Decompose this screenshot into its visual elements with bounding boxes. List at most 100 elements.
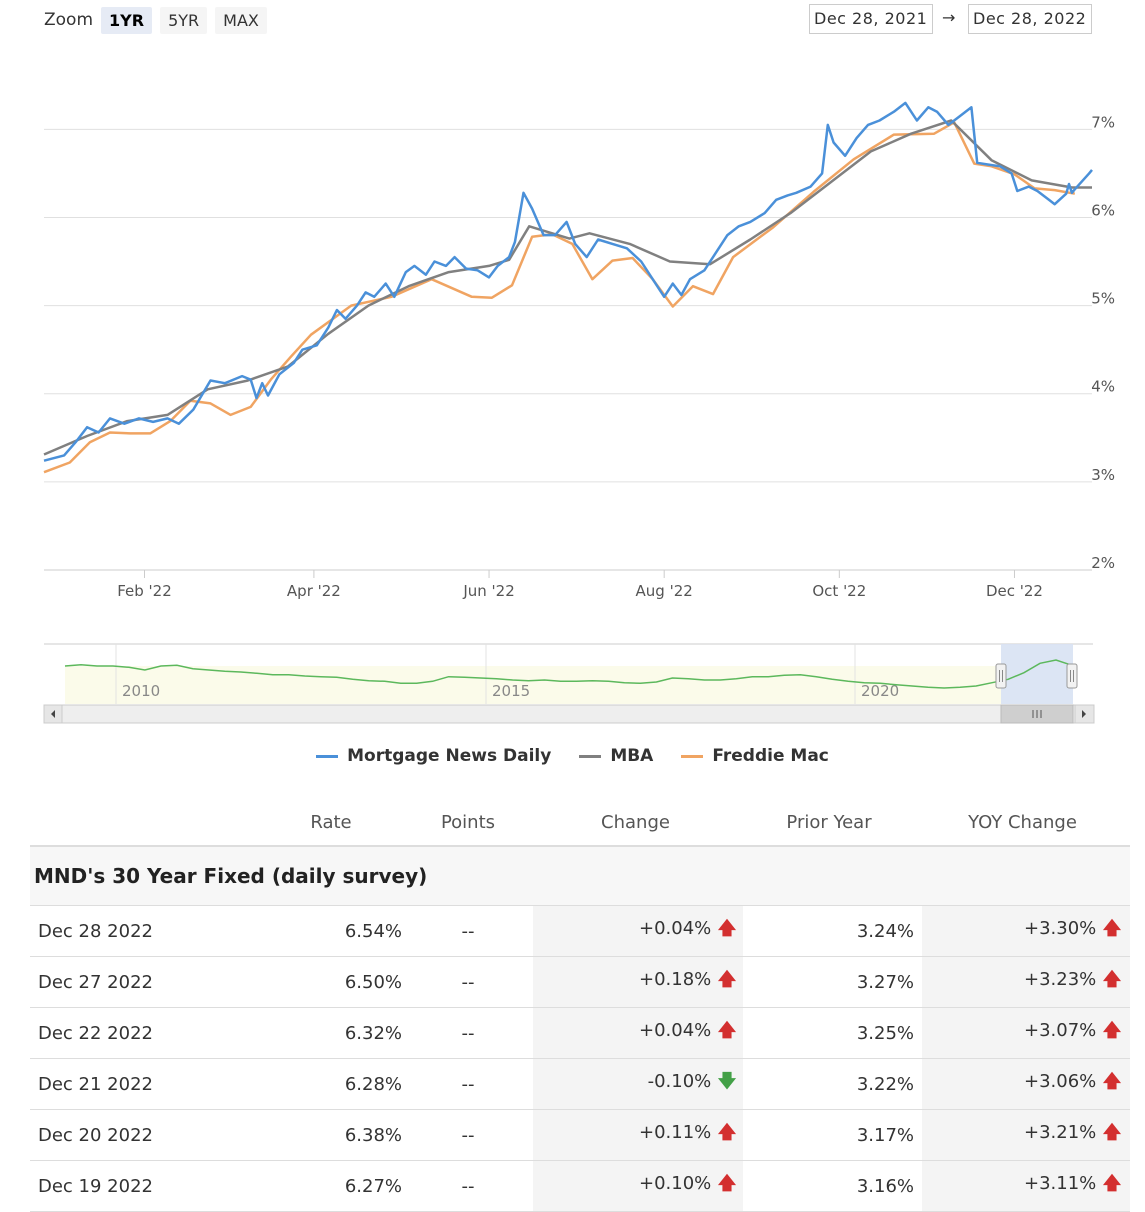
- y-tick-label: 3%: [1091, 466, 1115, 484]
- header-yoy-change: YOY Change: [968, 812, 1077, 833]
- navigator-selection: [1001, 644, 1073, 704]
- row-change: +0.04% 🡅: [533, 905, 743, 957]
- range-to-input[interactable]: Dec 28, 2022: [968, 4, 1092, 34]
- navigator-handle[interactable]: [995, 663, 1007, 689]
- yoy-value: +3.21%: [1024, 1122, 1097, 1143]
- legend-swatch-mba: [579, 754, 602, 758]
- row-date: Dec 20 2022: [30, 1109, 259, 1161]
- row-prior-year: 3.22%: [743, 1058, 922, 1110]
- row-prior-year: 3.17%: [743, 1109, 922, 1161]
- arrow-up-icon: 🡅: [1102, 1020, 1122, 1041]
- header-prior-year: Prior Year: [786, 812, 872, 833]
- table-row: Dec 27 2022 6.50% -- +0.18% 🡅 3.27% +3.23% 🡅: [30, 956, 1130, 1008]
- legend-item-mnd[interactable]: Mortgage News Daily: [316, 746, 551, 766]
- row-yoy: +3.06% 🡅: [922, 1058, 1130, 1110]
- row-date: Dec 27 2022: [30, 956, 259, 1008]
- navigator-year-label: 2020: [861, 682, 899, 700]
- row-change: +0.10% 🡅: [533, 1160, 743, 1212]
- row-change: -0.10% 🡇: [533, 1058, 743, 1110]
- table-body: Dec 28 2022 6.54% -- +0.04% 🡅 3.24% +3.30% 🡅 D…: [30, 905, 1130, 1212]
- row-points: --: [403, 1007, 533, 1059]
- legend-item-freddie[interactable]: Freddie Mac: [681, 746, 829, 766]
- chevron-left-icon: [51, 710, 55, 718]
- header-date: [30, 800, 259, 846]
- y-tick-label: 7%: [1091, 113, 1115, 131]
- x-axis: Feb '22 Apr '22 Jun '22 Aug '22 Oct '22 Dec '…: [117, 570, 1043, 600]
- row-yoy: +3.21% 🡅: [922, 1109, 1130, 1161]
- row-points: --: [403, 905, 533, 957]
- row-points: --: [403, 1109, 533, 1161]
- y-tick-label: 2%: [1091, 554, 1115, 572]
- row-change: +0.18% 🡅: [533, 956, 743, 1008]
- navigator-line: [64, 659, 1073, 689]
- y-tick-label: 4%: [1091, 378, 1115, 396]
- y-tick-label: 5%: [1091, 290, 1115, 308]
- legend-label: MBA: [610, 746, 654, 766]
- header-change: Change: [601, 812, 670, 833]
- row-points: --: [403, 1160, 533, 1212]
- arrow-up-icon: 🡅: [717, 1122, 737, 1143]
- navigator-handle[interactable]: [1066, 663, 1078, 689]
- table-row: Dec 28 2022 6.54% -- +0.04% 🡅 3.24% +3.30% 🡅: [30, 905, 1130, 957]
- legend-label: Mortgage News Daily: [347, 746, 552, 766]
- table-row: Dec 22 2022 6.32% -- +0.04% 🡅 3.25% +3.07% 🡅: [30, 1007, 1130, 1059]
- row-rate: 6.38%: [259, 1109, 403, 1161]
- row-yoy: +3.11% 🡅: [922, 1160, 1130, 1212]
- arrow-up-icon: 🡅: [717, 969, 737, 990]
- row-date: Dec 22 2022: [30, 1007, 259, 1059]
- navigator[interactable]: 2010 2015 2020: [43, 643, 1095, 724]
- zoom-1yr-button[interactable]: 1YR: [101, 6, 153, 34]
- row-points: --: [403, 1058, 533, 1110]
- rate-chart: 2% 3% 4% 5% 6% 7% Feb '22 Apr '22 Jun '22 Aug '2…: [43, 101, 1115, 724]
- zoom-max-button[interactable]: MAX: [215, 6, 267, 34]
- row-prior-year: 3.25%: [743, 1007, 922, 1059]
- x-tick-label: Feb '22: [117, 582, 172, 600]
- y-axis: 2% 3% 4% 5% 6% 7%: [1091, 113, 1115, 572]
- table-row: Dec 20 2022 6.38% -- +0.11% 🡅 3.17% +3.21% 🡅: [30, 1109, 1130, 1161]
- navigator-area: [65, 666, 1001, 704]
- row-prior-year: 3.16%: [743, 1160, 922, 1212]
- arrow-up-icon: 🡅: [1102, 969, 1122, 990]
- x-tick-label: Oct '22: [812, 582, 866, 600]
- row-date: Dec 19 2022: [30, 1160, 259, 1212]
- row-prior-year: 3.24%: [743, 905, 922, 957]
- change-value: +0.04%: [639, 918, 712, 939]
- legend-swatch-freddie: [681, 754, 704, 758]
- series-line-mba: [43, 119, 1092, 456]
- chevron-right-icon: [1082, 710, 1086, 718]
- legend-item-mba[interactable]: MBA: [579, 746, 653, 766]
- series-line-freddie-mac: [43, 121, 1076, 474]
- zoom-bar: Zoom 1YR 5YR MAX: [44, 6, 275, 34]
- zoom-5yr-button[interactable]: 5YR: [160, 6, 208, 34]
- row-yoy: +3.30% 🡅: [922, 905, 1130, 957]
- chart-series: [43, 101, 1093, 474]
- navigator-year-label: 2015: [492, 682, 530, 700]
- change-value: +0.04%: [639, 1020, 712, 1041]
- change-value: +0.10%: [639, 1173, 712, 1194]
- range-arrow-icon: →: [942, 8, 956, 27]
- row-change: +0.04% 🡅: [533, 1007, 743, 1059]
- scrollbar-track: [43, 704, 1095, 724]
- row-rate: 6.50%: [259, 956, 403, 1008]
- legend-label: Freddie Mac: [712, 746, 829, 766]
- arrow-up-icon: 🡅: [717, 918, 737, 939]
- yoy-value: +3.30%: [1024, 918, 1097, 939]
- chart-legend: Mortgage News Daily MBA Freddie Mac: [0, 746, 1145, 766]
- arrow-up-icon: 🡅: [717, 1020, 737, 1041]
- yoy-value: +3.11%: [1024, 1173, 1097, 1194]
- row-rate: 6.32%: [259, 1007, 403, 1059]
- x-tick-label: Apr '22: [287, 582, 341, 600]
- arrow-up-icon: 🡅: [1102, 1071, 1122, 1092]
- row-yoy: +3.23% 🡅: [922, 956, 1130, 1008]
- arrow-up-icon: 🡅: [717, 1173, 737, 1194]
- change-value: +0.11%: [639, 1122, 712, 1143]
- row-prior-year: 3.27%: [743, 956, 922, 1008]
- row-yoy: +3.07% 🡅: [922, 1007, 1130, 1059]
- arrow-up-icon: 🡅: [1102, 918, 1122, 939]
- zoom-label: Zoom: [44, 10, 94, 30]
- range-from-input[interactable]: Dec 28, 2021: [809, 4, 933, 34]
- row-date: Dec 21 2022: [30, 1058, 259, 1110]
- header-rate: Rate: [310, 812, 352, 833]
- row-date: Dec 28 2022: [30, 905, 259, 957]
- x-tick-label: Jun '22: [462, 582, 514, 600]
